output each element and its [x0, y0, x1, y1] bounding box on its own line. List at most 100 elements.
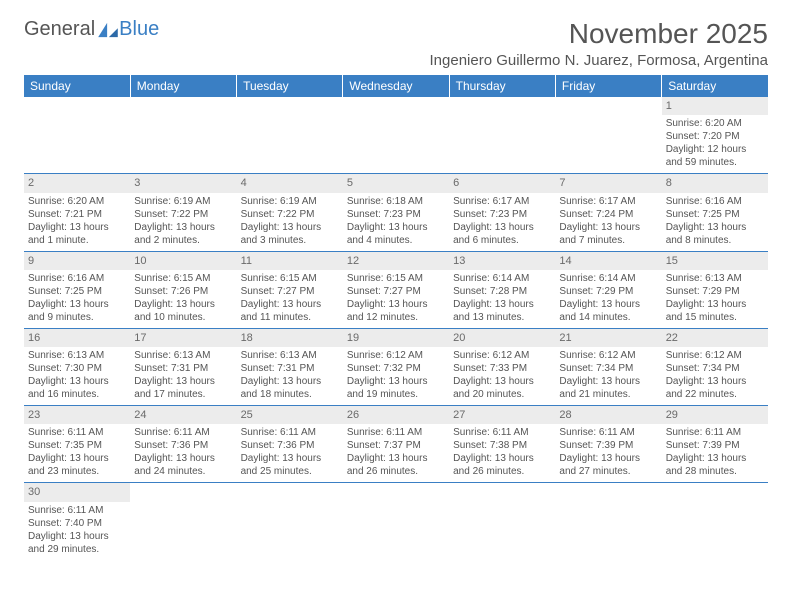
daylight-text: Daylight: 13 hours and 23 minutes. [28, 452, 126, 478]
daylight-text: Daylight: 13 hours and 4 minutes. [347, 221, 445, 247]
sunset-text: Sunset: 7:25 PM [666, 208, 764, 221]
sunset-text: Sunset: 7:25 PM [28, 285, 126, 298]
sunrise-text: Sunrise: 6:20 AM [666, 117, 764, 130]
calendar-cell: 22Sunrise: 6:12 AMSunset: 7:34 PMDayligh… [662, 328, 768, 405]
day-number: 28 [555, 406, 661, 424]
calendar-cell: 15Sunrise: 6:13 AMSunset: 7:29 PMDayligh… [662, 251, 768, 328]
calendar-cell: 16Sunrise: 6:13 AMSunset: 7:30 PMDayligh… [24, 328, 130, 405]
calendar-cell: 29Sunrise: 6:11 AMSunset: 7:39 PMDayligh… [662, 406, 768, 483]
header: General Blue November 2025 [24, 18, 768, 50]
sunset-text: Sunset: 7:24 PM [559, 208, 657, 221]
logo-text-blue: Blue [119, 18, 159, 41]
sunset-text: Sunset: 7:26 PM [134, 285, 232, 298]
sunrise-text: Sunrise: 6:11 AM [134, 426, 232, 439]
day-header: Sunday [24, 75, 130, 97]
day-number: 21 [555, 329, 661, 347]
sunrise-text: Sunrise: 6:11 AM [241, 426, 339, 439]
sunset-text: Sunset: 7:38 PM [453, 439, 551, 452]
calendar-cell: 9Sunrise: 6:16 AMSunset: 7:25 PMDaylight… [24, 251, 130, 328]
day-number: 12 [343, 252, 449, 270]
sunrise-text: Sunrise: 6:17 AM [559, 195, 657, 208]
sunrise-text: Sunrise: 6:14 AM [559, 272, 657, 285]
calendar-cell [237, 97, 343, 174]
day-number: 7 [555, 174, 661, 192]
calendar-cell: 3Sunrise: 6:19 AMSunset: 7:22 PMDaylight… [130, 174, 236, 251]
sunset-text: Sunset: 7:32 PM [347, 362, 445, 375]
calendar-cell: 20Sunrise: 6:12 AMSunset: 7:33 PMDayligh… [449, 328, 555, 405]
calendar-cell: 5Sunrise: 6:18 AMSunset: 7:23 PMDaylight… [343, 174, 449, 251]
daylight-text: Daylight: 13 hours and 7 minutes. [559, 221, 657, 247]
sunrise-text: Sunrise: 6:13 AM [28, 349, 126, 362]
calendar-cell [130, 97, 236, 174]
daylight-text: Daylight: 13 hours and 21 minutes. [559, 375, 657, 401]
calendar-cell: 24Sunrise: 6:11 AMSunset: 7:36 PMDayligh… [130, 406, 236, 483]
calendar-cell: 28Sunrise: 6:11 AMSunset: 7:39 PMDayligh… [555, 406, 661, 483]
daylight-text: Daylight: 13 hours and 17 minutes. [134, 375, 232, 401]
daylight-text: Daylight: 13 hours and 18 minutes. [241, 375, 339, 401]
sunrise-text: Sunrise: 6:11 AM [28, 504, 126, 517]
day-number: 11 [237, 252, 343, 270]
calendar-cell: 17Sunrise: 6:13 AMSunset: 7:31 PMDayligh… [130, 328, 236, 405]
calendar-cell: 25Sunrise: 6:11 AMSunset: 7:36 PMDayligh… [237, 406, 343, 483]
sunset-text: Sunset: 7:35 PM [28, 439, 126, 452]
logo-text-general: General [24, 18, 95, 41]
sunset-text: Sunset: 7:39 PM [559, 439, 657, 452]
calendar-week: 9Sunrise: 6:16 AMSunset: 7:25 PMDaylight… [24, 251, 768, 328]
day-number: 20 [449, 329, 555, 347]
day-number: 26 [343, 406, 449, 424]
sunrise-text: Sunrise: 6:13 AM [134, 349, 232, 362]
sunset-text: Sunset: 7:36 PM [134, 439, 232, 452]
sunrise-text: Sunrise: 6:11 AM [453, 426, 551, 439]
sunset-text: Sunset: 7:21 PM [28, 208, 126, 221]
day-number: 17 [130, 329, 236, 347]
sunrise-text: Sunrise: 6:20 AM [28, 195, 126, 208]
day-number: 19 [343, 329, 449, 347]
day-header: Tuesday [237, 75, 343, 97]
sunrise-text: Sunrise: 6:12 AM [559, 349, 657, 362]
calendar-body: 1Sunrise: 6:20 AMSunset: 7:20 PMDaylight… [24, 97, 768, 560]
calendar-week: 23Sunrise: 6:11 AMSunset: 7:35 PMDayligh… [24, 406, 768, 483]
sunrise-text: Sunrise: 6:12 AM [453, 349, 551, 362]
calendar-cell: 10Sunrise: 6:15 AMSunset: 7:26 PMDayligh… [130, 251, 236, 328]
day-number: 4 [237, 174, 343, 192]
sunset-text: Sunset: 7:34 PM [666, 362, 764, 375]
sunset-text: Sunset: 7:22 PM [134, 208, 232, 221]
day-number: 18 [237, 329, 343, 347]
daylight-text: Daylight: 13 hours and 13 minutes. [453, 298, 551, 324]
sunset-text: Sunset: 7:28 PM [453, 285, 551, 298]
sunrise-text: Sunrise: 6:11 AM [28, 426, 126, 439]
calendar-week: 30Sunrise: 6:11 AMSunset: 7:40 PMDayligh… [24, 483, 768, 560]
sunrise-text: Sunrise: 6:12 AM [347, 349, 445, 362]
logo-sail-icon [97, 22, 119, 38]
day-number: 6 [449, 174, 555, 192]
sunrise-text: Sunrise: 6:11 AM [347, 426, 445, 439]
calendar-cell [343, 483, 449, 560]
calendar-week: 1Sunrise: 6:20 AMSunset: 7:20 PMDaylight… [24, 97, 768, 174]
calendar-cell: 2Sunrise: 6:20 AMSunset: 7:21 PMDaylight… [24, 174, 130, 251]
day-header: Friday [555, 75, 661, 97]
day-number: 29 [662, 406, 768, 424]
daylight-text: Daylight: 13 hours and 14 minutes. [559, 298, 657, 324]
sunrise-text: Sunrise: 6:11 AM [559, 426, 657, 439]
calendar-cell: 7 Sunrise: 6:17 AMSunset: 7:24 PMDaylight… [555, 174, 661, 251]
calendar-cell: 18Sunrise: 6:13 AMSunset: 7:31 PMDayligh… [237, 328, 343, 405]
calendar-cell: 13Sunrise: 6:14 AMSunset: 7:28 PMDayligh… [449, 251, 555, 328]
calendar-week: 2 Sunrise: 6:20 AMSunset: 7:21 PM Daylight… [24, 174, 768, 251]
sunrise-text: Sunrise: 6:15 AM [241, 272, 339, 285]
calendar-cell [449, 97, 555, 174]
day-number: 2 [24, 174, 130, 192]
sunrise-text: Sunrise: 6:18 AM [347, 195, 445, 208]
day-header: Thursday [449, 75, 555, 97]
sunset-text: Sunset: 7:20 PM [666, 130, 764, 143]
daylight-text: Daylight: 13 hours and 28 minutes. [666, 452, 764, 478]
sunrise-text: Sunrise: 6:15 AM [347, 272, 445, 285]
sunset-text: Sunset: 7:23 PM [453, 208, 551, 221]
sunset-text: Sunset: 7:22 PM [241, 208, 339, 221]
day-number: 23 [24, 406, 130, 424]
calendar-cell [555, 97, 661, 174]
sunrise-text: Sunrise: 6:17 AM [453, 195, 551, 208]
calendar-cell: 11Sunrise: 6:15 AMSunset: 7:27 PMDayligh… [237, 251, 343, 328]
day-header: Saturday [662, 75, 768, 97]
sunset-text: Sunset: 7:31 PM [241, 362, 339, 375]
calendar-table: SundayMondayTuesdayWednesdayThursdayFrid… [24, 75, 768, 560]
